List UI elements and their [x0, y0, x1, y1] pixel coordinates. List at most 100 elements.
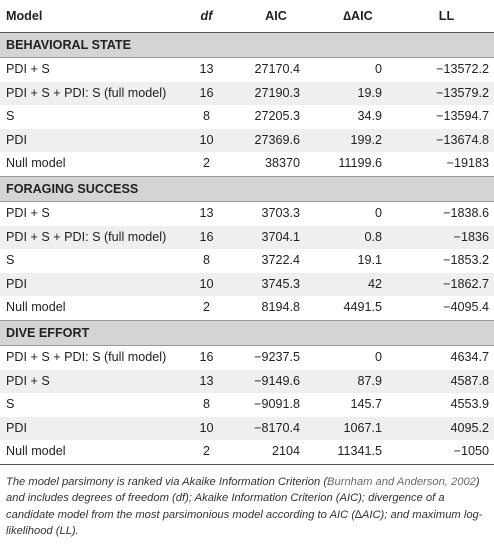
cell-ll: −1836 — [399, 225, 494, 250]
header-df: df — [178, 0, 235, 33]
cell-aic: 3704.1 — [235, 225, 317, 250]
cell-df: 16 — [178, 81, 235, 106]
cell-aic: −9091.8 — [235, 393, 317, 417]
cell-delta-aic: 11199.6 — [317, 152, 399, 177]
cell-delta-aic: 0 — [317, 201, 399, 226]
caption-text-after: ) and includes degrees of freedom (df); … — [6, 475, 483, 538]
table-row: PDI + S 13 −9149.6 87.9 4587.8 — [0, 369, 494, 394]
header-model: Model — [0, 0, 178, 33]
cell-ll: 4634.7 — [399, 345, 494, 370]
cell-aic: 38370 — [235, 152, 317, 177]
cell-aic: 27369.6 — [235, 128, 317, 153]
cell-model: Null model — [0, 440, 178, 465]
cell-ll: −1838.6 — [399, 201, 494, 226]
cell-aic: 27170.4 — [235, 57, 317, 82]
model-table-figure: Model df AIC ∆AIC LL BEHAVIORAL STATE PDI… — [0, 0, 494, 540]
table-row: PDI 10 3745.3 42 −1862.7 — [0, 272, 494, 297]
cell-df: 8 — [178, 393, 235, 417]
section-title: BEHAVIORAL STATE — [0, 32, 494, 58]
cell-delta-aic: 0 — [317, 345, 399, 370]
table-caption: The model parsimony is ranked via Akaike… — [0, 465, 494, 540]
header-delta-aic: ∆AIC — [317, 0, 399, 33]
table-row: S 8 3722.4 19.1 −1853.2 — [0, 249, 494, 273]
cell-df: 10 — [178, 272, 235, 297]
cell-model: PDI — [0, 416, 178, 441]
cell-model: S — [0, 393, 178, 417]
table-row: S 8 −9091.8 145.7 4553.9 — [0, 393, 494, 417]
cell-model: PDI — [0, 272, 178, 297]
cell-model: PDI + S — [0, 369, 178, 394]
cell-model: S — [0, 105, 178, 129]
cell-model: PDI + S + PDI: S (full model) — [0, 81, 178, 106]
table-body: BEHAVIORAL STATE PDI + S 13 27170.4 0 −13572.… — [0, 32, 494, 465]
cell-delta-aic: 19.9 — [317, 81, 399, 106]
cell-df: 16 — [178, 225, 235, 250]
cell-df: 2 — [178, 296, 235, 321]
section-header-row: FORAGING SUCCESS — [0, 175, 494, 202]
table-row: S 8 27205.3 34.9 −13594.7 — [0, 105, 494, 129]
cell-aic: 3722.4 — [235, 249, 317, 273]
cell-delta-aic: 11341.5 — [317, 440, 399, 465]
cell-ll: 4587.8 — [399, 369, 494, 394]
cell-aic: −9237.5 — [235, 345, 317, 370]
cell-df: 16 — [178, 345, 235, 370]
cell-ll: −13579.2 — [399, 81, 494, 106]
section-header-row: DIVE EFFORT — [0, 319, 494, 346]
cell-delta-aic: 145.7 — [317, 393, 399, 417]
cell-aic: 27205.3 — [235, 105, 317, 129]
cell-df: 13 — [178, 57, 235, 82]
cell-df: 8 — [178, 105, 235, 129]
cell-delta-aic: 19.1 — [317, 249, 399, 273]
table-row: Null model 2 2104 11341.5 −1050 — [0, 440, 494, 465]
cell-df: 8 — [178, 249, 235, 273]
cell-aic: 2104 — [235, 440, 317, 465]
header-aic: AIC — [235, 0, 317, 33]
table-row: PDI + S 13 3703.3 0 −1838.6 — [0, 201, 494, 226]
cell-ll: −13674.8 — [399, 128, 494, 153]
cell-ll: −4095.4 — [399, 296, 494, 321]
cell-model: Null model — [0, 296, 178, 321]
cell-delta-aic: 87.9 — [317, 369, 399, 394]
cell-aic: 3745.3 — [235, 272, 317, 297]
model-comparison-table: Model df AIC ∆AIC LL BEHAVIORAL STATE PDI… — [0, 0, 494, 465]
section-title: DIVE EFFORT — [0, 319, 494, 346]
table-row: PDI + S + PDI: S (full model) 16 −9237.5 0 4… — [0, 345, 494, 370]
cell-df: 13 — [178, 201, 235, 226]
table-row: PDI + S + PDI: S (full model) 16 27190.3 19… — [0, 81, 494, 106]
cell-ll: 4095.2 — [399, 416, 494, 441]
cell-delta-aic: 34.9 — [317, 105, 399, 129]
caption-citation-link[interactable]: Burnham and Anderson, 2002 — [327, 475, 476, 488]
cell-ll: 4553.9 — [399, 393, 494, 417]
table-row: PDI 10 27369.6 199.2 −13674.8 — [0, 128, 494, 153]
cell-ll: −1853.2 — [399, 249, 494, 273]
table-row: PDI 10 −8170.4 1067.1 4095.2 — [0, 416, 494, 441]
table-row: PDI + S + PDI: S (full model) 16 3704.1 0.8… — [0, 225, 494, 250]
cell-aic: −8170.4 — [235, 416, 317, 441]
table-row: Null model 2 8194.8 4491.5 −4095.4 — [0, 296, 494, 321]
cell-aic: 3703.3 — [235, 201, 317, 226]
cell-ll: −1862.7 — [399, 272, 494, 297]
table-row: Null model 2 38370 11199.6 −19183 — [0, 152, 494, 177]
cell-model: PDI + S + PDI: S (full model) — [0, 345, 178, 370]
cell-model: S — [0, 249, 178, 273]
cell-delta-aic: 0.8 — [317, 225, 399, 250]
header-ll: LL — [399, 0, 494, 33]
cell-df: 2 — [178, 440, 235, 465]
cell-delta-aic: 1067.1 — [317, 416, 399, 441]
cell-ll: −19183 — [399, 152, 494, 177]
cell-delta-aic: 42 — [317, 272, 399, 297]
cell-delta-aic: 0 — [317, 57, 399, 82]
caption-text-before: The model parsimony is ranked via Akaike… — [6, 475, 328, 488]
cell-model: PDI + S — [0, 57, 178, 82]
cell-model: PDI — [0, 128, 178, 153]
section-header-row: BEHAVIORAL STATE — [0, 32, 494, 58]
table-row: PDI + S 13 27170.4 0 −13572.2 — [0, 57, 494, 82]
cell-model: PDI + S + PDI: S (full model) — [0, 225, 178, 250]
section-title: FORAGING SUCCESS — [0, 175, 494, 202]
cell-df: 10 — [178, 416, 235, 441]
cell-delta-aic: 199.2 — [317, 128, 399, 153]
cell-ll: −13594.7 — [399, 105, 494, 129]
cell-aic: 27190.3 — [235, 81, 317, 106]
cell-model: Null model — [0, 152, 178, 177]
cell-delta-aic: 4491.5 — [317, 296, 399, 321]
